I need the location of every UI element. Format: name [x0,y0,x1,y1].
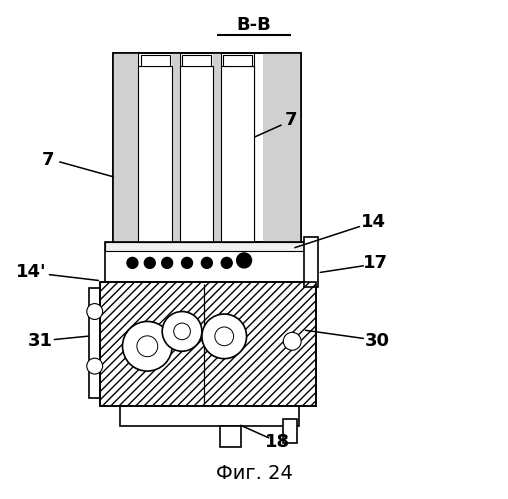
Text: 17: 17 [363,254,388,272]
Bar [138,66,172,242]
Circle shape [283,332,301,350]
Circle shape [202,314,246,359]
Bar [172,53,179,242]
Circle shape [181,257,193,268]
Circle shape [174,323,190,340]
Bar [89,288,100,398]
Text: 30: 30 [365,332,390,350]
Text: 31: 31 [28,332,53,350]
Text: В-В: В-В [237,15,271,33]
Bar [141,55,170,66]
Text: 7: 7 [42,151,54,169]
Circle shape [87,358,103,374]
Circle shape [137,336,157,357]
Circle shape [87,303,103,319]
Circle shape [221,257,232,268]
Circle shape [162,257,173,268]
Text: 14': 14' [16,263,47,281]
Text: 7: 7 [285,111,298,129]
Bar [213,53,221,242]
Bar [221,66,255,242]
Bar [105,242,311,282]
Bar [179,66,213,242]
Bar [100,282,316,406]
Bar [105,242,311,251]
Circle shape [144,257,155,268]
Bar [120,406,299,426]
Circle shape [122,321,172,371]
Bar [263,53,301,242]
Circle shape [215,327,234,346]
Bar [100,282,316,406]
Text: Фиг. 24: Фиг. 24 [215,464,293,484]
Bar [100,282,316,406]
Bar [113,53,301,242]
Circle shape [201,257,212,268]
Circle shape [162,311,202,351]
Text: 18: 18 [265,433,291,451]
Bar [304,237,318,287]
Circle shape [237,253,251,268]
Bar [182,55,211,66]
Circle shape [127,257,138,268]
Bar [283,419,297,443]
Bar [113,53,138,242]
Text: 14: 14 [361,213,386,231]
Bar [113,53,301,242]
Bar [223,55,252,66]
Bar [220,426,241,447]
